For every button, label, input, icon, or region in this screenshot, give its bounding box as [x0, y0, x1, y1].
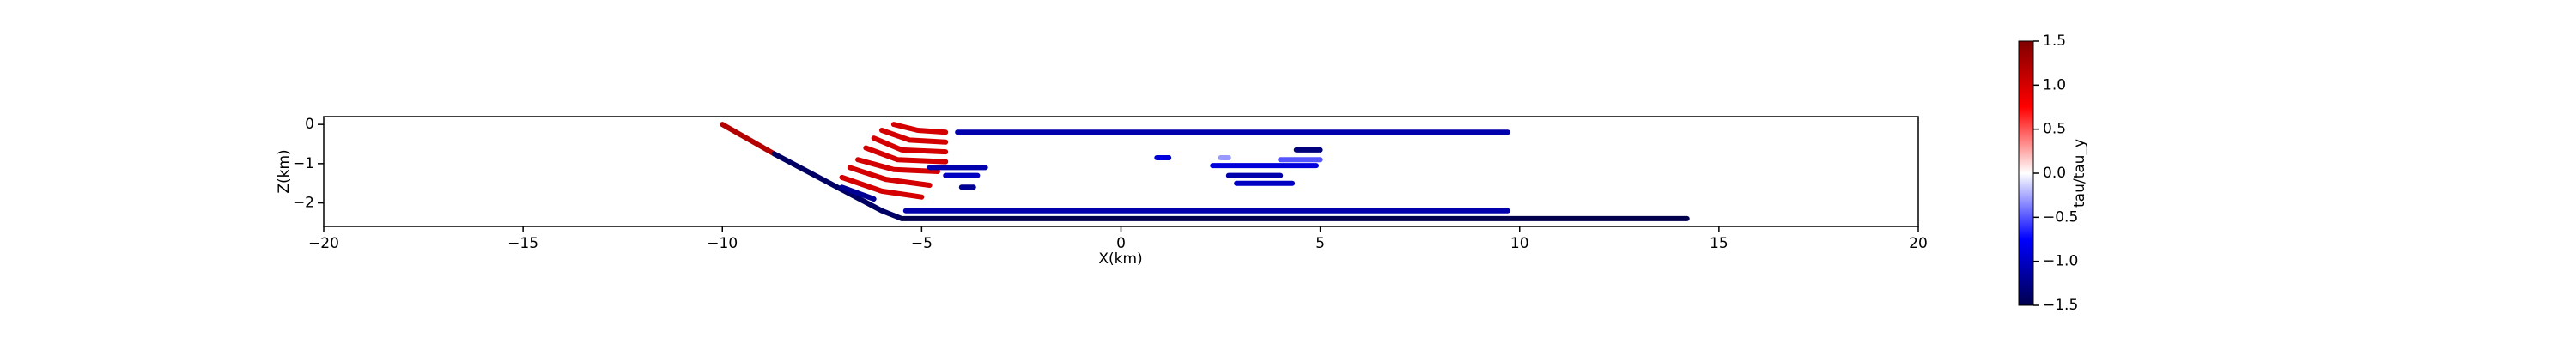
fault-segment [871, 135, 949, 155]
fault-segment [839, 174, 925, 200]
x-tick-label: 15 [1710, 235, 1728, 252]
colorbar-tick-label: 0.0 [2043, 165, 2066, 182]
x-tick-label: −15 [507, 235, 538, 252]
y-tick-label: −1 [293, 155, 314, 172]
y-axis-label: Z(km) [276, 149, 293, 193]
colorbar-tick-label: 1.5 [2043, 33, 2066, 50]
fault-segment [720, 122, 777, 157]
x-tick-label: −10 [707, 235, 738, 252]
fault-segment [890, 122, 949, 135]
y-tick-label: −2 [293, 195, 314, 212]
colorbar-tick-label: −0.5 [2043, 208, 2078, 226]
fault-segment [771, 151, 905, 221]
colorbar-tick-label: −1.5 [2043, 297, 2078, 314]
x-tick-label: 20 [1909, 235, 1928, 252]
fault-segment [855, 157, 940, 174]
x-tick-label: −5 [911, 235, 933, 252]
x-tick-label: 5 [1315, 235, 1325, 252]
fault-segment [839, 184, 877, 202]
colorbar-label: tau/tau_y [2071, 139, 2088, 208]
colorbar [2018, 40, 2034, 306]
colorbar-tick-label: −1.0 [2043, 253, 2078, 270]
colorbar-tick-label: 0.5 [2043, 121, 2066, 138]
x-tick-label: −20 [308, 235, 339, 252]
x-axis-label: X(km) [1098, 250, 1142, 268]
y-tick-label: 0 [305, 116, 314, 133]
colorbar-tick-label: 1.0 [2043, 76, 2066, 93]
fault-segment [878, 128, 949, 145]
fault-segment [863, 145, 949, 165]
x-tick-label: 10 [1510, 235, 1529, 252]
fault-segment [847, 165, 933, 188]
x-tick-label: 0 [1116, 235, 1126, 252]
